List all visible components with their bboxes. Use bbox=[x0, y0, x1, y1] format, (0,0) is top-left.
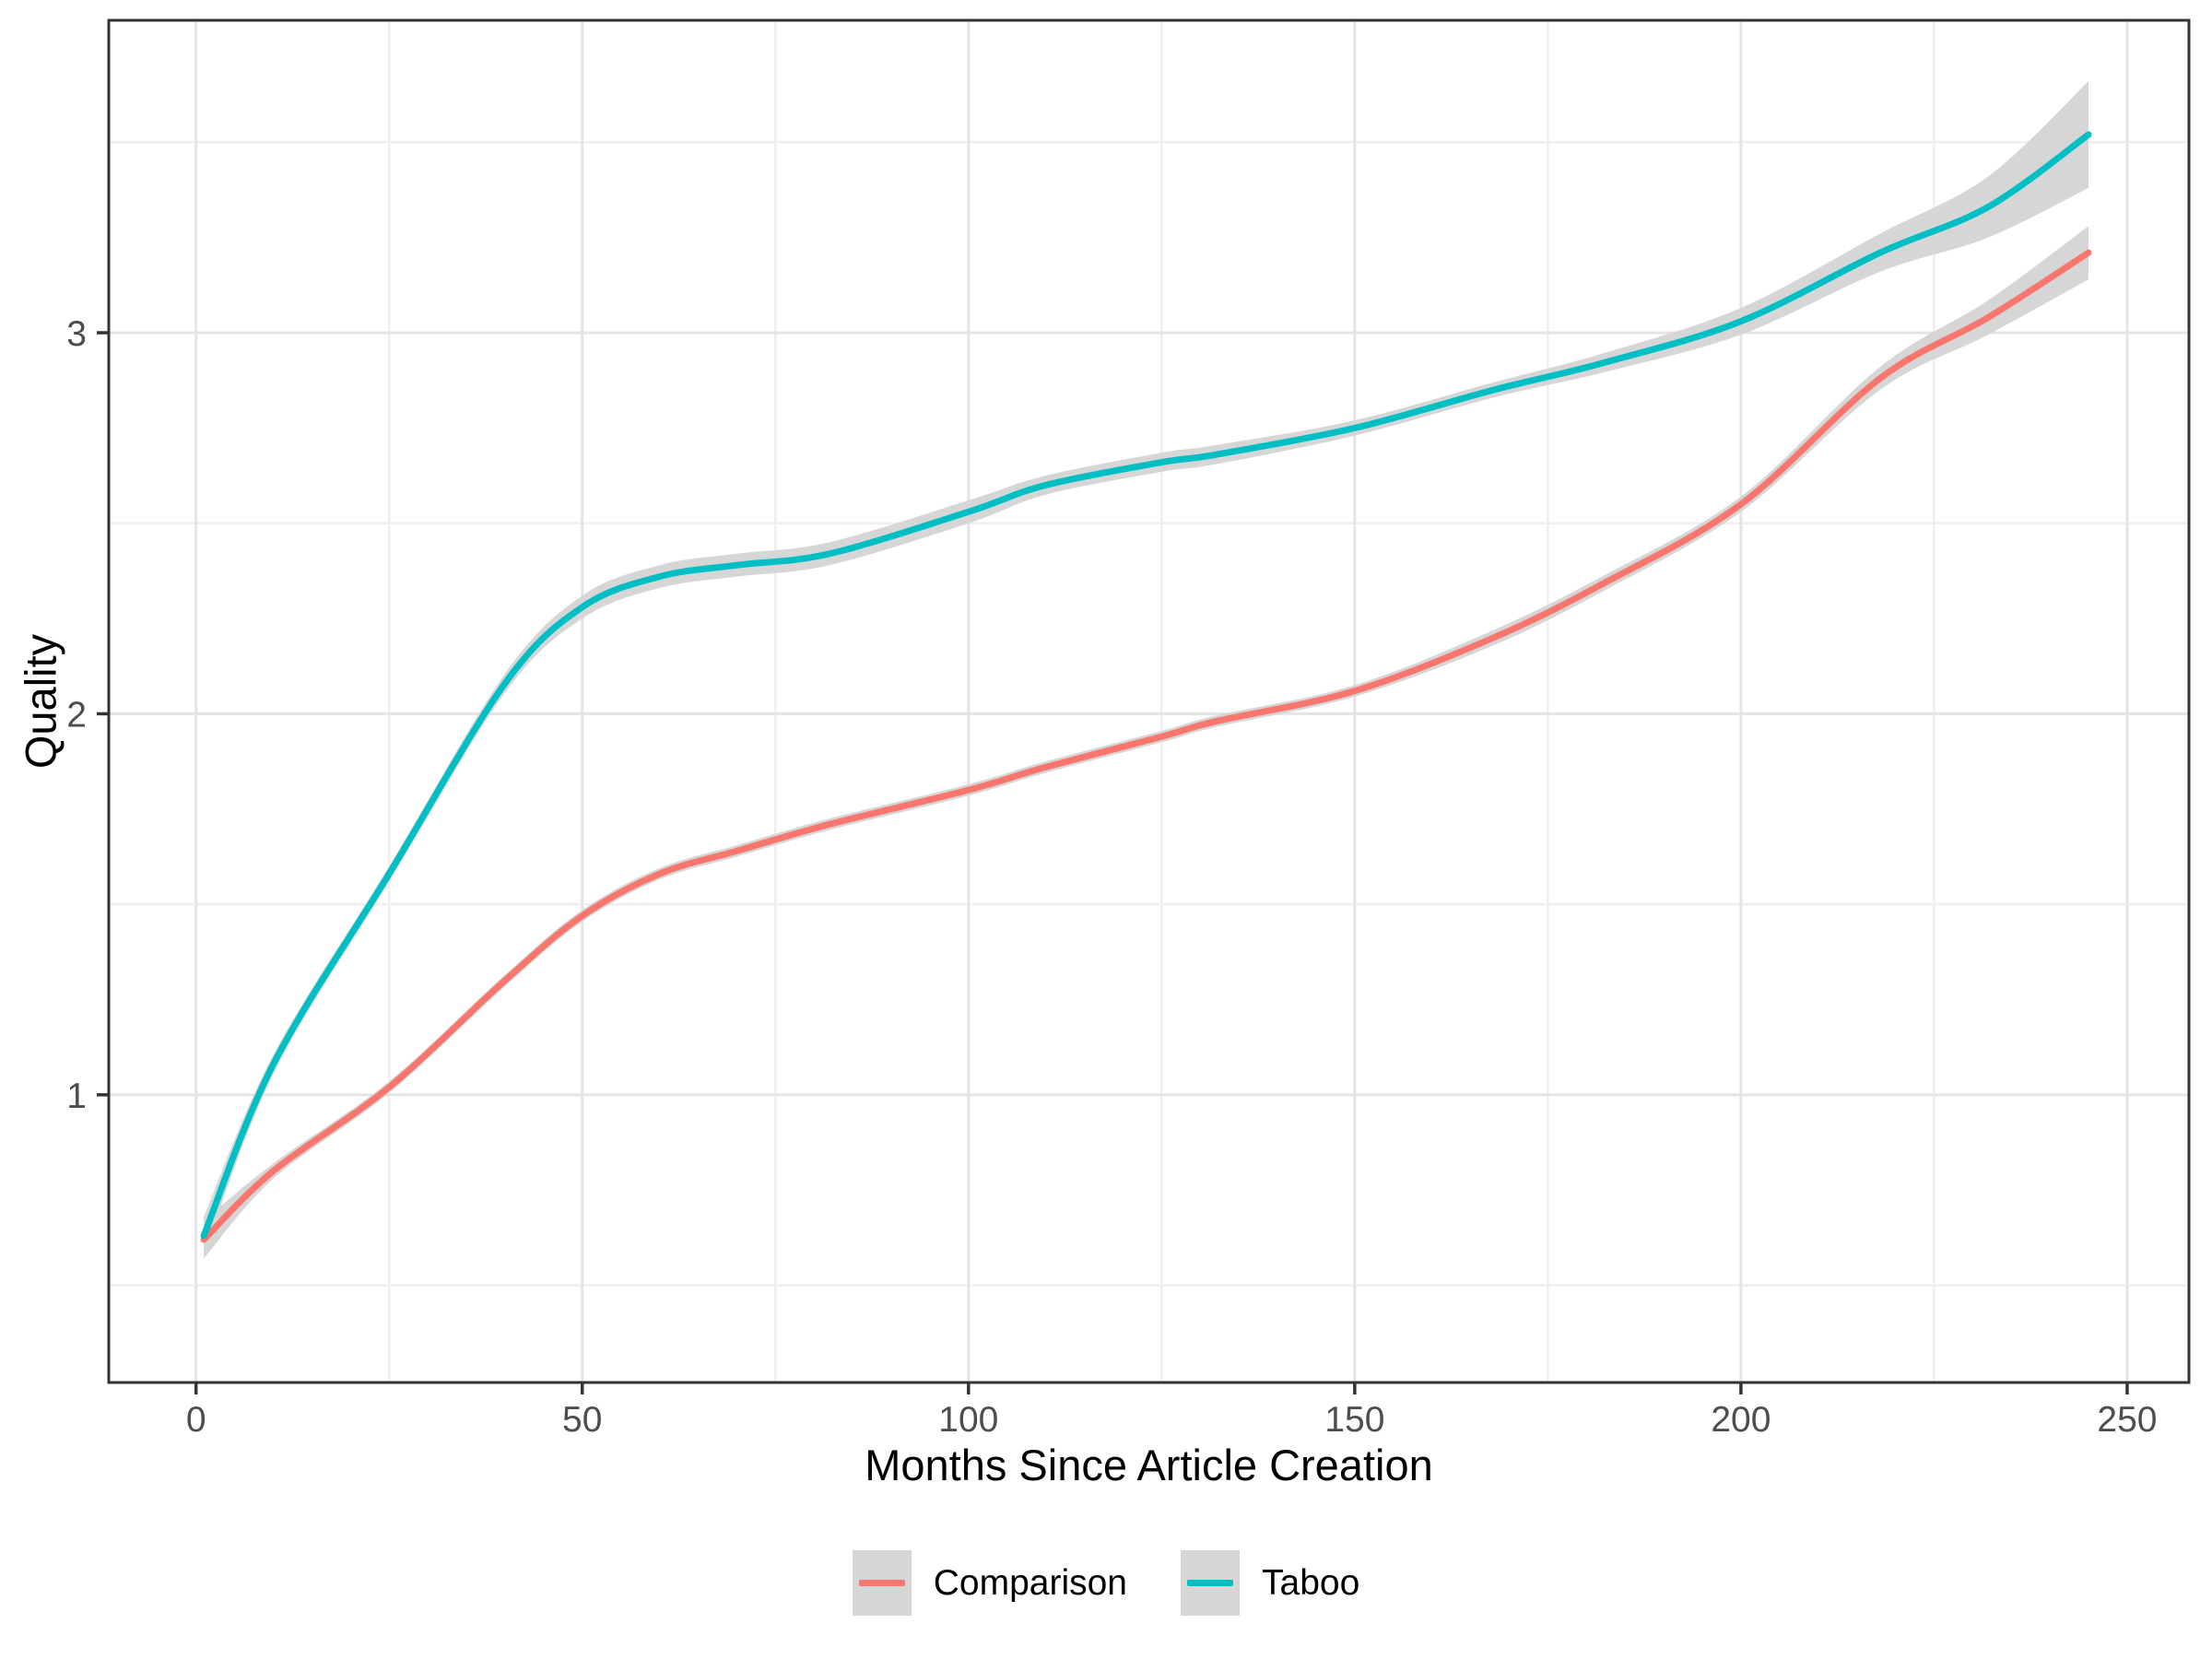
x-axis-title: Months Since Article Creation bbox=[865, 1441, 1433, 1489]
y-axis-title: Quality bbox=[16, 633, 65, 770]
legend-key-taboo bbox=[1181, 1550, 1240, 1616]
x-tick-label: 50 bbox=[562, 1400, 602, 1440]
legend-item-comparison: Comparison bbox=[852, 1550, 1127, 1616]
comparison-line bbox=[200, 249, 2092, 1243]
x-tick-label: 150 bbox=[1324, 1400, 1384, 1440]
taboo-line-swatch bbox=[1187, 1580, 1233, 1586]
y-tick-label: 3 bbox=[66, 314, 87, 354]
x-tick-label: 250 bbox=[2097, 1400, 2157, 1440]
panel-background bbox=[109, 20, 2189, 1382]
x-tick-label: 0 bbox=[186, 1400, 206, 1440]
legend-label-taboo: Taboo bbox=[1262, 1562, 1360, 1603]
y-tick-label: 2 bbox=[66, 695, 87, 735]
x-tick-label: 200 bbox=[1711, 1400, 1771, 1440]
panel-border bbox=[107, 18, 2191, 1384]
legend-key-comparison bbox=[852, 1550, 912, 1616]
legend-label-comparison: Comparison bbox=[933, 1562, 1127, 1603]
comparison-line-swatch bbox=[858, 1580, 905, 1586]
x-tick-label: 100 bbox=[938, 1400, 998, 1440]
legend-item-taboo: Taboo bbox=[1181, 1550, 1359, 1616]
taboo-line bbox=[200, 131, 2092, 1240]
y-tick-label: 1 bbox=[66, 1077, 87, 1116]
legend: Comparison Taboo bbox=[0, 1550, 2212, 1616]
